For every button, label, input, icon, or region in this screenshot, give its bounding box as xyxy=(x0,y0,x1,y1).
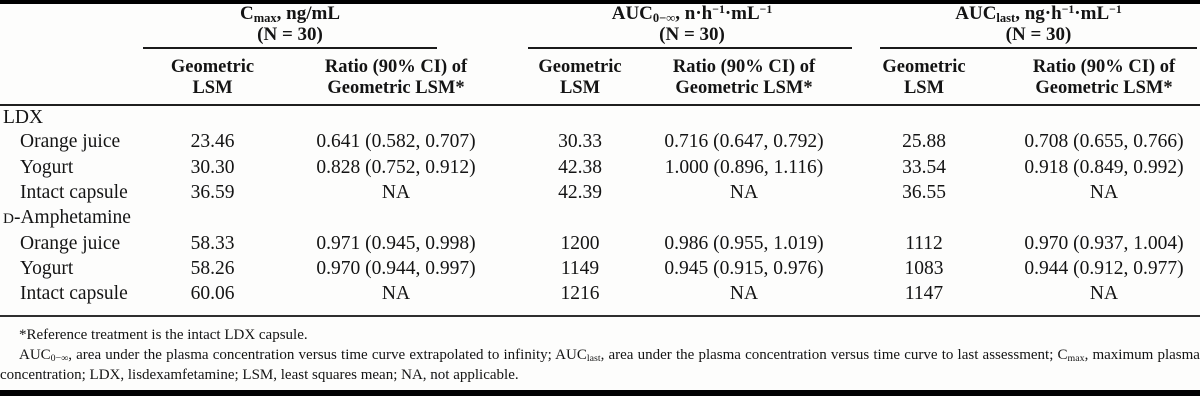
value-cell: 1.000 (0.896, 1.116) xyxy=(664,156,824,178)
value-cell: 33.54 xyxy=(902,156,946,178)
top-rule xyxy=(0,0,1200,4)
value-cell: 30.33 xyxy=(558,131,602,153)
col-header-geometric-lsm-1: Geometric LSM xyxy=(145,52,280,106)
header-line: Geometric xyxy=(538,56,622,77)
footnotes: *Reference treatment is the intact LDX c… xyxy=(0,325,1200,385)
value-cell: 58.33 xyxy=(190,232,235,254)
header-line: Geometric LSM* xyxy=(327,77,465,98)
row-label: Yogurt xyxy=(20,257,74,279)
value-cell: 36.59 xyxy=(190,182,235,204)
col-header-ratio-3: Ratio (90% CI) of Geometric LSM* xyxy=(1008,52,1200,106)
value-cell: NA xyxy=(729,182,759,204)
group-title: AUClast, ng·h−1·mL−1 xyxy=(955,3,1122,25)
value-cell: 0.986 (0.955, 1.019) xyxy=(664,232,824,254)
footnote-reference: *Reference treatment is the intact LDX c… xyxy=(19,327,308,343)
group-rule-auc-last xyxy=(880,47,1197,49)
col-header-geometric-lsm-2: Geometric LSM xyxy=(512,52,648,106)
value-cell: 0.918 (0.849, 0.992) xyxy=(1024,156,1184,178)
group-n-label: (N = 30) xyxy=(257,23,323,45)
value-cell: 1083 xyxy=(904,257,944,279)
table-row: Orange juice 58.33 0.971 (0.945, 0.998) 120… xyxy=(0,231,1200,256)
value-cell: 0.970 (0.937, 1.004) xyxy=(1024,232,1184,254)
col-header-geometric-lsm-3: Geometric LSM xyxy=(840,52,1008,106)
value-cell: 60.06 xyxy=(190,283,235,305)
group-header-auc-last: AUClast, ng·h−1·mL−1 (N = 30) xyxy=(880,3,1197,45)
group-rule-cmax xyxy=(143,47,437,49)
value-cell: 30.30 xyxy=(190,156,235,178)
value-cell: NA xyxy=(729,283,759,305)
value-cell: NA xyxy=(381,283,411,305)
column-header-row: Geometric LSM Ratio (90% CI) of Geometri… xyxy=(0,52,1200,106)
group-header-auc-inf: AUC0−∞, n·h−1·mL−1 (N = 30) xyxy=(530,3,854,45)
value-cell: 0.945 (0.915, 0.976) xyxy=(664,257,824,279)
header-line: Ratio (90% CI) of xyxy=(324,56,468,77)
value-cell: 0.828 (0.752, 0.912) xyxy=(316,156,476,178)
value-cell: 0.944 (0.912, 0.977) xyxy=(1024,257,1184,279)
table-row: Yogurt 58.26 0.970 (0.944, 0.997) 1149 0.945… xyxy=(0,256,1200,281)
value-cell: 0.708 (0.655, 0.766) xyxy=(1024,131,1184,153)
section-label: d-Amphetamine xyxy=(3,207,131,229)
header-line: LSM xyxy=(903,77,945,98)
row-label: Orange juice xyxy=(20,131,121,153)
value-cell: 1147 xyxy=(904,283,944,305)
value-cell: 25.88 xyxy=(902,131,946,153)
value-cell: 1112 xyxy=(905,232,943,254)
value-cell: 1149 xyxy=(560,257,600,279)
value-cell: 23.46 xyxy=(190,131,235,153)
value-cell: 36.55 xyxy=(902,182,946,204)
footer-rule xyxy=(0,315,1200,317)
value-cell: 42.38 xyxy=(558,156,602,178)
table-body: LDX Orange juice 23.46 0.641 (0.582, 0.707)… xyxy=(0,105,1200,307)
row-label: Yogurt xyxy=(20,156,74,178)
footnote-abbreviations: AUC0−∞, area under the plasma concentrat… xyxy=(0,347,1200,383)
group-title: Cmax, ng/mL xyxy=(239,3,341,25)
value-cell: 0.970 (0.944, 0.997) xyxy=(316,257,476,279)
value-cell: 1200 xyxy=(560,232,600,254)
row-label: Orange juice xyxy=(20,232,121,254)
header-line: Ratio (90% CI) of xyxy=(672,56,816,77)
group-n-label: (N = 30) xyxy=(1005,23,1072,45)
col-header-ratio-1: Ratio (90% CI) of Geometric LSM* xyxy=(280,52,512,106)
value-cell: 42.39 xyxy=(558,182,602,204)
table-row: Intact capsule 60.06 NA 1216 NA 1147 NA xyxy=(0,282,1200,307)
value-cell: 58.26 xyxy=(190,257,235,279)
header-line: Geometric LSM* xyxy=(1035,77,1173,98)
value-cell: 1216 xyxy=(560,283,600,305)
table-row: Orange juice 23.46 0.641 (0.582, 0.707) 30.… xyxy=(0,130,1200,155)
header-line: Ratio (90% CI) of xyxy=(1032,56,1176,77)
group-rule-auc-inf xyxy=(528,47,852,49)
value-cell: NA xyxy=(1089,182,1119,204)
value-cell: 0.716 (0.647, 0.792) xyxy=(664,131,824,153)
pk-results-table: Geometric LSM Ratio (90% CI) of Geometri… xyxy=(0,52,1200,307)
group-header-cmax: Cmax, ng/mL (N = 30) xyxy=(143,3,437,45)
bottom-rule xyxy=(0,390,1200,396)
table-row: Yogurt 30.30 0.828 (0.752, 0.912) 42.38 1.00… xyxy=(0,155,1200,180)
section-label: LDX xyxy=(3,106,44,128)
stub-header xyxy=(0,52,145,106)
header-line: Geometric xyxy=(882,56,966,77)
header-line: LSM xyxy=(192,77,233,98)
header-line: Geometric LSM* xyxy=(675,77,813,98)
group-title: AUC0−∞, n·h−1·mL−1 xyxy=(611,3,773,25)
section-row: d-Amphetamine xyxy=(0,206,1200,231)
value-cell: NA xyxy=(1089,283,1119,305)
header-line: LSM xyxy=(559,77,601,98)
row-label: Intact capsule xyxy=(20,283,128,305)
value-cell: 0.641 (0.582, 0.707) xyxy=(316,131,476,153)
col-header-ratio-2: Ratio (90% CI) of Geometric LSM* xyxy=(648,52,840,106)
table-row: Intact capsule 36.59 NA 42.39 NA 36.55 NA xyxy=(0,180,1200,205)
value-cell: NA xyxy=(381,182,411,204)
value-cell: 0.971 (0.945, 0.998) xyxy=(316,232,476,254)
header-line: Geometric xyxy=(170,56,255,77)
group-n-label: (N = 30) xyxy=(659,23,725,45)
row-label: Intact capsule xyxy=(20,182,128,204)
section-row: LDX xyxy=(0,105,1200,130)
